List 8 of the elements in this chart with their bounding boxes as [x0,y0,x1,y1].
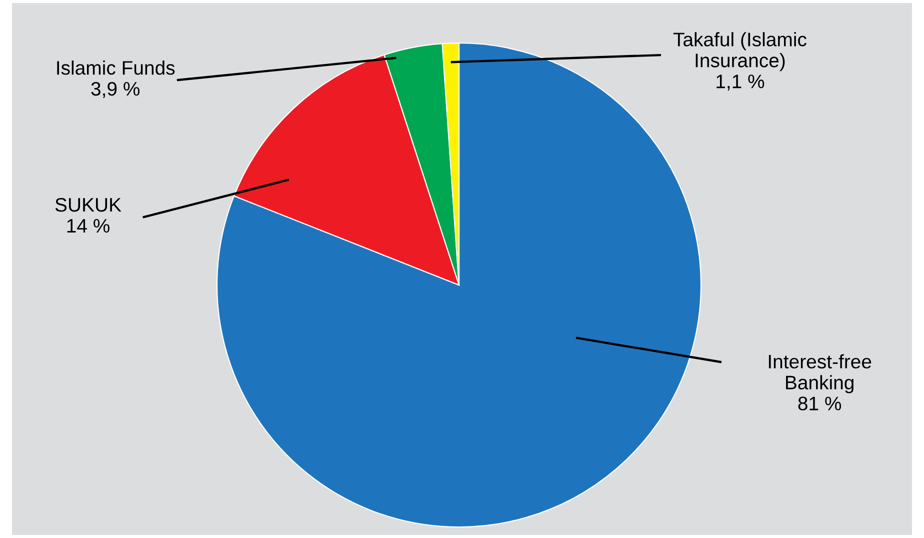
data-label: 14 % [67,219,110,233]
slice-label: Takaful (Islamic Insurance) [673,32,806,72]
data-label: 3,9 % [91,82,140,98]
data-label: 81 % [798,396,842,410]
slice-label: Islamic Funds [57,60,175,75]
data-label: 1,1 % [716,74,764,91]
slice-label: SUKUK [55,198,122,212]
slice-label: Interest-free Banking [768,354,872,394]
